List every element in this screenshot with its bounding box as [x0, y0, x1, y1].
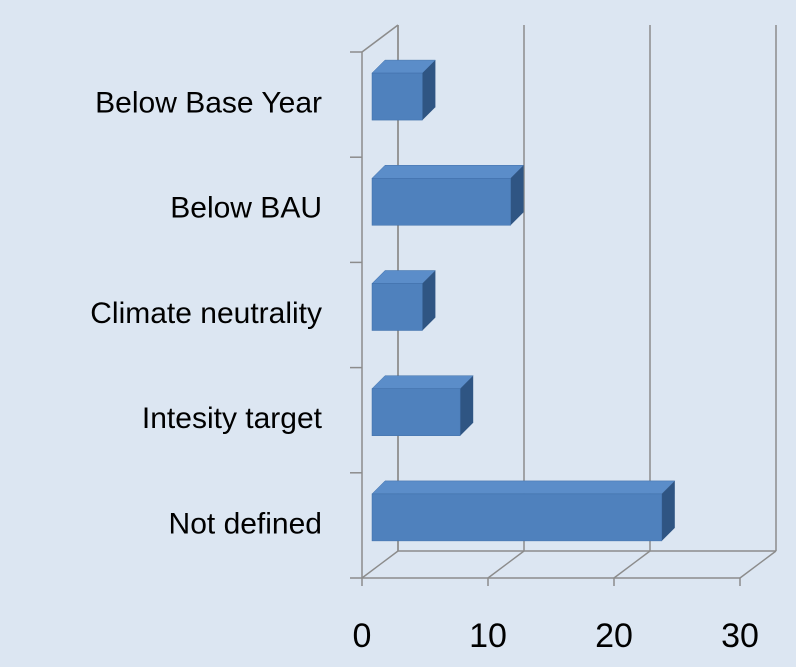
bar-top [371, 165, 525, 179]
floor-grid-line [613, 550, 651, 579]
bar-side [510, 165, 524, 226]
y-tick-label: Below BAU [170, 192, 322, 225]
y-tick-label: Intesity target [142, 402, 323, 435]
y-tick-label: Not defined [169, 507, 322, 540]
bar [371, 388, 461, 436]
floor-grid-line [739, 550, 777, 579]
bar-side [422, 270, 436, 331]
bar-top [371, 375, 474, 389]
left-wall-top [361, 24, 399, 53]
x-tick-label: 20 [595, 617, 633, 655]
bar-side [661, 480, 675, 541]
bar [371, 493, 663, 542]
x-tick-label: 30 [721, 617, 759, 655]
x-tick-label: 10 [469, 617, 507, 655]
bar-side [422, 60, 436, 121]
bar-side [460, 375, 474, 436]
bar [371, 72, 423, 121]
y-tick-label: Climate neutrality [90, 297, 322, 330]
floor-grid-line [361, 550, 399, 579]
floor-grid-line [487, 550, 525, 579]
bar [371, 283, 423, 331]
y-tick-label: Below Base Year [95, 87, 322, 120]
x-tick-label: 0 [353, 617, 372, 655]
bar-top [371, 480, 676, 495]
bar [371, 178, 511, 226]
